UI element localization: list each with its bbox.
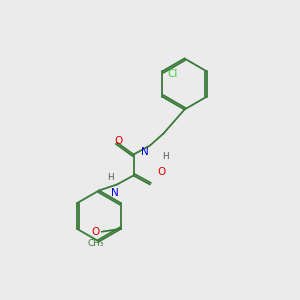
- Text: O: O: [114, 136, 123, 146]
- Text: O: O: [158, 167, 166, 177]
- Text: Cl: Cl: [167, 69, 177, 79]
- Text: H: H: [107, 172, 114, 182]
- Text: H: H: [162, 152, 169, 161]
- Text: O: O: [92, 227, 100, 237]
- Text: N: N: [111, 188, 119, 197]
- Text: CH₃: CH₃: [87, 239, 104, 248]
- Text: N: N: [141, 147, 148, 157]
